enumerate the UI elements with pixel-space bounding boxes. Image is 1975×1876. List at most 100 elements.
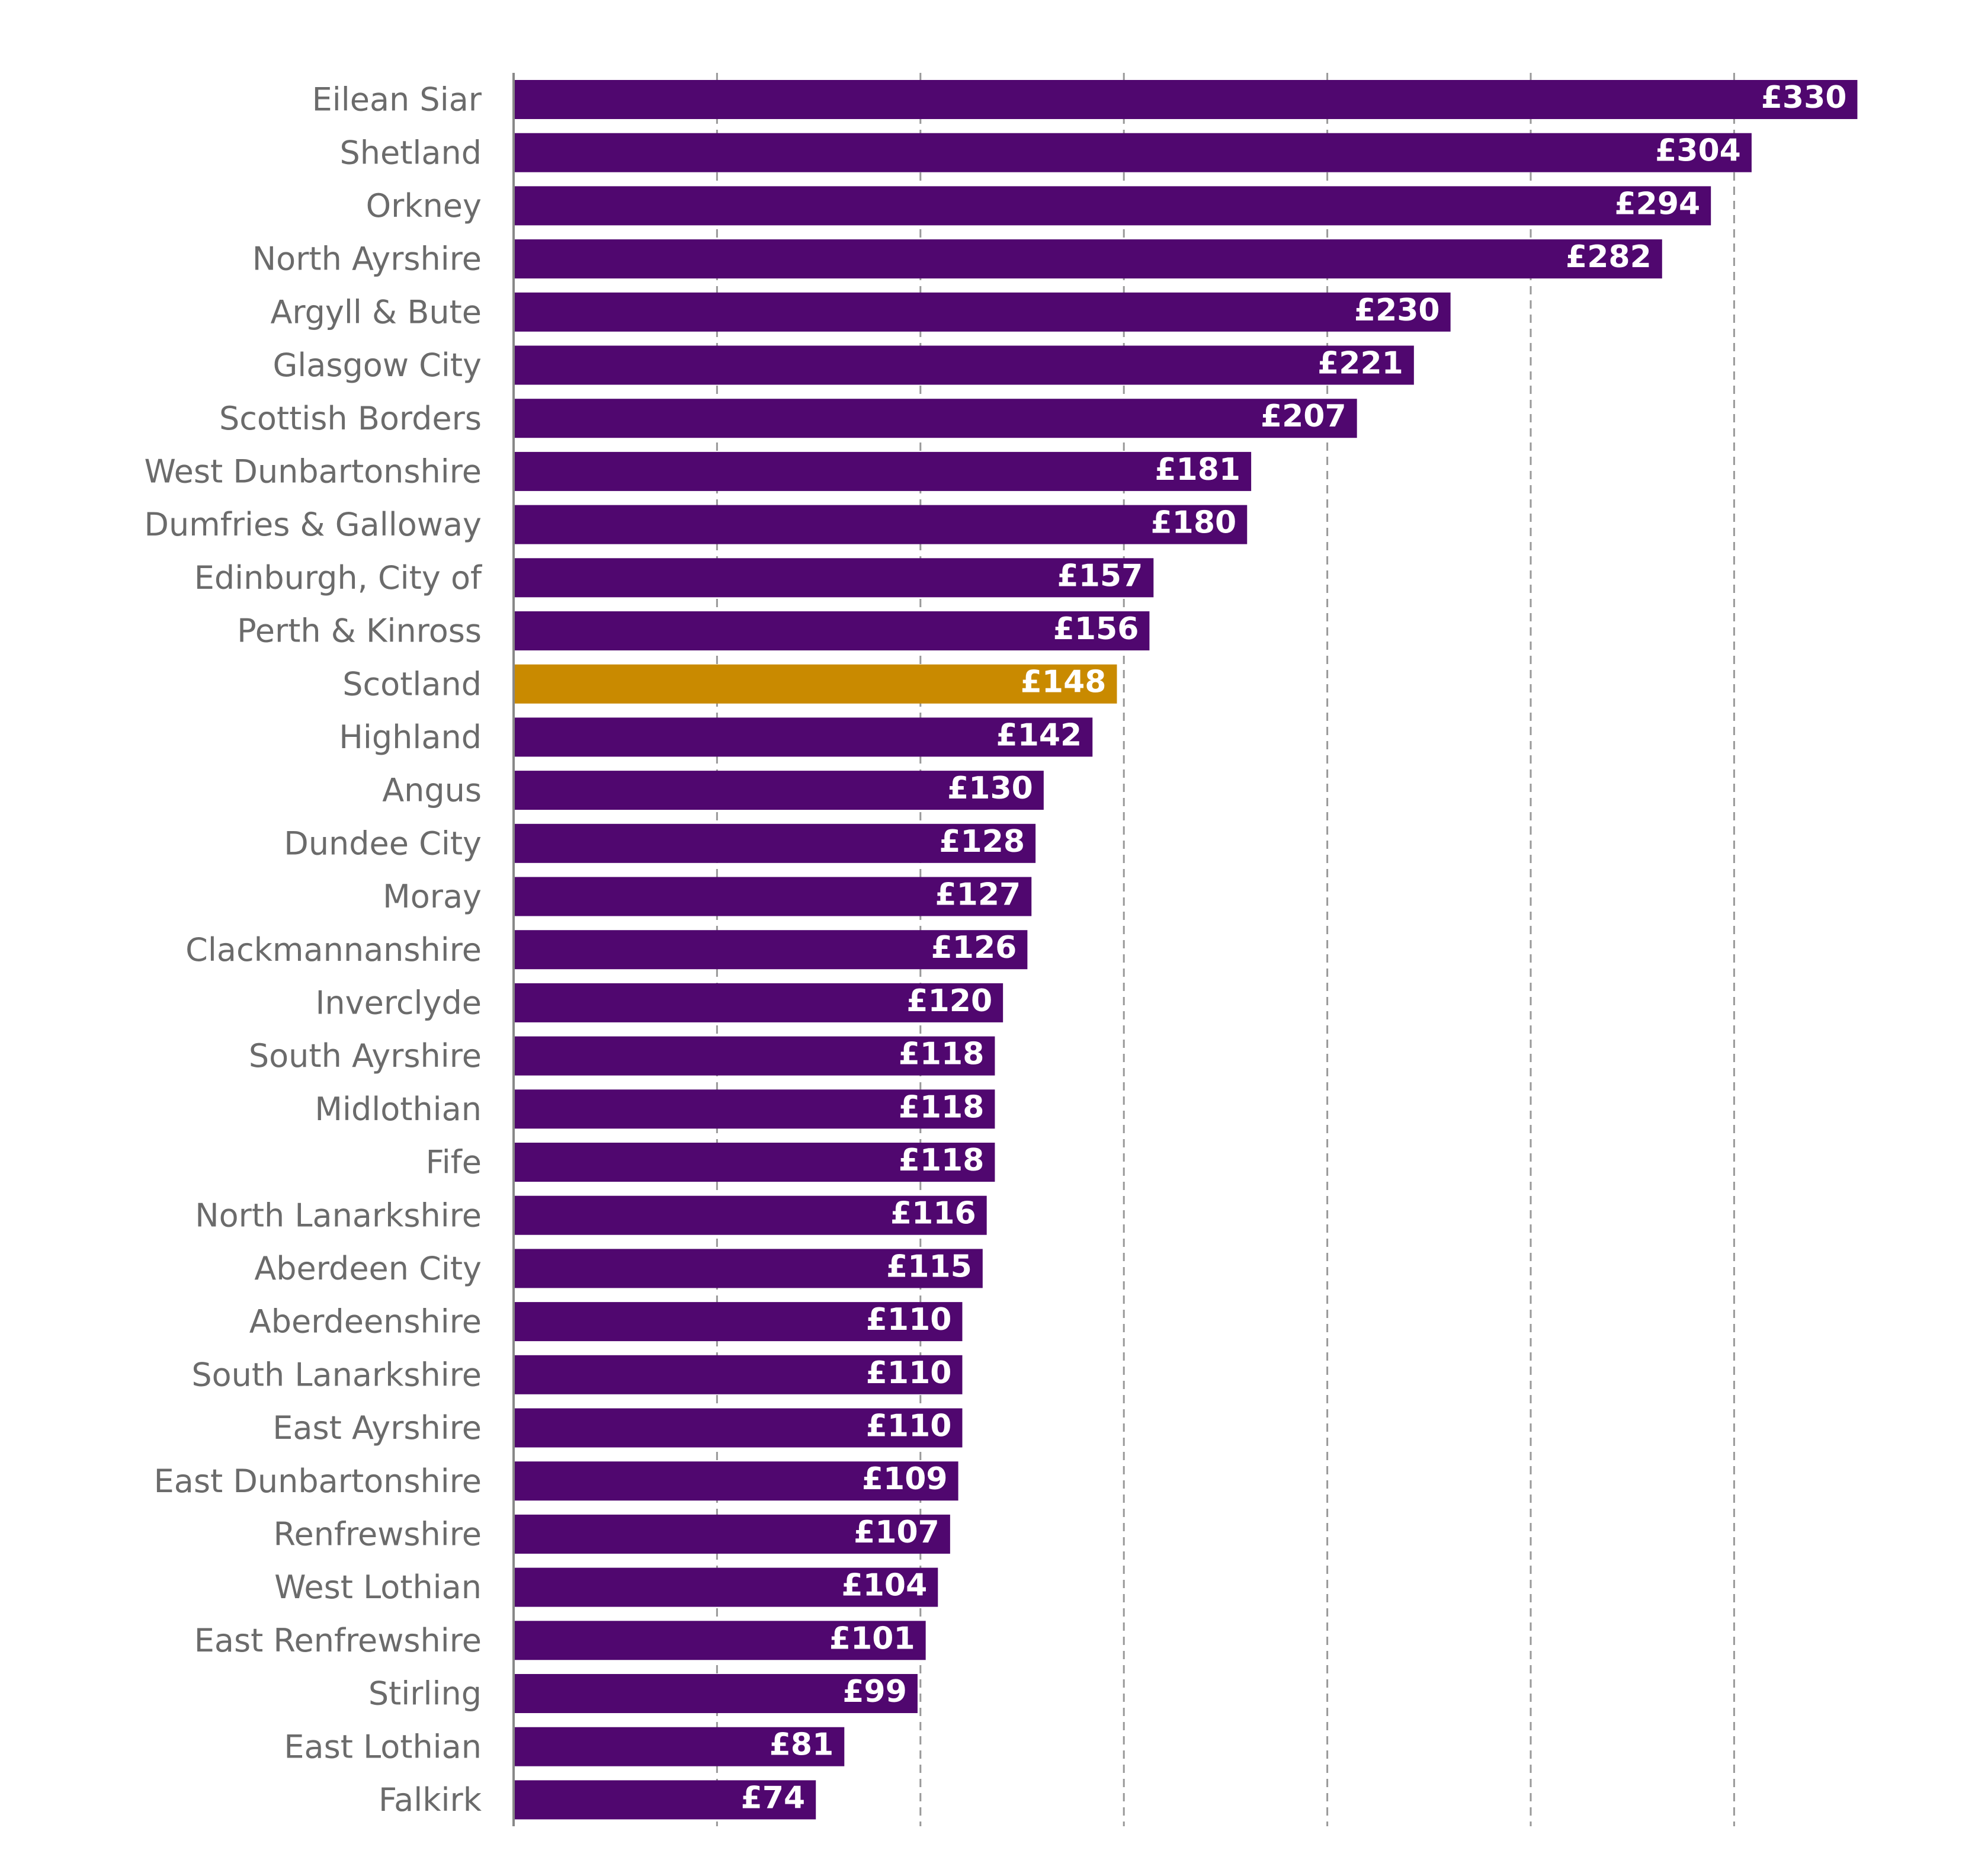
category-label: Aberdeen City <box>254 1250 482 1287</box>
value-label: £207 <box>1261 399 1346 434</box>
bar <box>515 1408 963 1448</box>
bar <box>515 823 1036 863</box>
category-label: Fife <box>426 1144 482 1181</box>
bar <box>515 451 1252 491</box>
bar <box>515 558 1154 598</box>
value-label: £304 <box>1655 133 1741 169</box>
bar <box>515 1195 987 1235</box>
value-label: £156 <box>1053 611 1139 647</box>
category-label: East Lothian <box>284 1728 482 1765</box>
category-label: Stirling <box>368 1675 482 1713</box>
value-label: £118 <box>899 1143 985 1178</box>
category-label: South Ayrshire <box>249 1037 482 1075</box>
value-label: £74 <box>741 1780 806 1816</box>
value-label: £127 <box>935 877 1021 913</box>
value-label: £120 <box>906 983 992 1019</box>
value-label: £101 <box>829 1621 915 1656</box>
category-label: Highland <box>339 719 482 756</box>
bar <box>515 345 1414 385</box>
value-label: £110 <box>866 1355 952 1391</box>
bar <box>515 1249 983 1288</box>
category-label: Dumfries & Galloway <box>144 506 482 543</box>
bar <box>515 983 1003 1022</box>
category-label: East Dunbartonshire <box>154 1463 482 1500</box>
category-label: Falkirk <box>379 1781 482 1819</box>
bar <box>515 399 1357 438</box>
category-label: East Ayrshire <box>272 1409 482 1447</box>
category-label: Shetland <box>340 134 482 171</box>
bar <box>515 133 1752 172</box>
category-label: North Ayrshire <box>252 240 482 278</box>
bar <box>515 1089 995 1129</box>
value-label: £157 <box>1057 558 1143 594</box>
bar <box>515 877 1032 916</box>
category-label: Glasgow City <box>272 347 482 384</box>
bar <box>515 717 1093 757</box>
category-label: Orkney <box>366 187 482 225</box>
value-label: £115 <box>886 1249 972 1284</box>
category-label: Aberdeenshire <box>249 1303 482 1341</box>
value-label: £294 <box>1614 186 1700 222</box>
value-label: £142 <box>996 717 1082 753</box>
category-label: Moray <box>383 878 482 915</box>
value-label: £128 <box>939 824 1025 860</box>
value-label: £180 <box>1151 505 1237 541</box>
bar <box>515 1355 963 1394</box>
value-label: £116 <box>890 1196 976 1232</box>
value-label: £221 <box>1317 346 1403 381</box>
value-label: £330 <box>1761 80 1847 116</box>
bar <box>515 930 1028 970</box>
bar <box>515 1674 918 1713</box>
bar <box>515 611 1150 650</box>
category-label: Renfrewshire <box>273 1516 482 1553</box>
bar <box>515 1302 963 1342</box>
value-label: £110 <box>866 1302 952 1338</box>
bar <box>515 664 1117 704</box>
bar <box>515 771 1044 810</box>
bar <box>515 80 1858 119</box>
category-label: Perth & Kinross <box>237 612 482 650</box>
bar <box>515 1143 995 1182</box>
category-label: Eilean Siar <box>312 81 482 118</box>
value-label: £126 <box>931 930 1017 966</box>
category-label: Edinburgh, City of <box>194 559 483 597</box>
value-label: £104 <box>842 1568 928 1604</box>
category-label: South Lanarkshire <box>191 1356 482 1393</box>
category-label: Angus <box>382 772 482 809</box>
value-label: £109 <box>862 1461 948 1497</box>
category-label: Dundee City <box>284 825 482 862</box>
bar <box>515 505 1248 544</box>
bar <box>515 292 1451 332</box>
bar <box>515 1567 938 1607</box>
value-label: £230 <box>1354 293 1440 328</box>
category-label: Argyll & Bute <box>270 293 482 331</box>
category-label: Clackmannanshire <box>185 931 482 969</box>
category-label: Inverclyde <box>316 985 482 1022</box>
bar <box>515 1514 950 1554</box>
bar <box>515 239 1662 279</box>
bar <box>515 1727 845 1766</box>
value-label: £118 <box>899 1037 985 1072</box>
value-label: £130 <box>947 771 1033 806</box>
value-label: £181 <box>1155 452 1240 488</box>
category-label: Scottish Borders <box>219 400 482 437</box>
value-label: £148 <box>1021 665 1107 700</box>
value-label: £81 <box>770 1727 834 1763</box>
bar <box>515 1780 816 1820</box>
bar <box>515 186 1711 226</box>
category-label: Midlothian <box>315 1091 482 1128</box>
value-label: £110 <box>866 1409 952 1444</box>
category-label: North Lanarkshire <box>195 1197 482 1234</box>
bar <box>515 1621 926 1660</box>
category-label: West Dunbartonshire <box>144 453 482 490</box>
category-label: Scotland <box>342 665 482 703</box>
category-label: West Lothian <box>274 1569 482 1606</box>
bar <box>515 1036 995 1076</box>
value-label: £99 <box>842 1674 907 1710</box>
bar <box>515 1461 958 1501</box>
value-label: £282 <box>1566 239 1652 275</box>
value-label: £107 <box>854 1515 940 1550</box>
category-label: East Renfrewshire <box>194 1622 482 1659</box>
value-label: £118 <box>899 1089 985 1125</box>
